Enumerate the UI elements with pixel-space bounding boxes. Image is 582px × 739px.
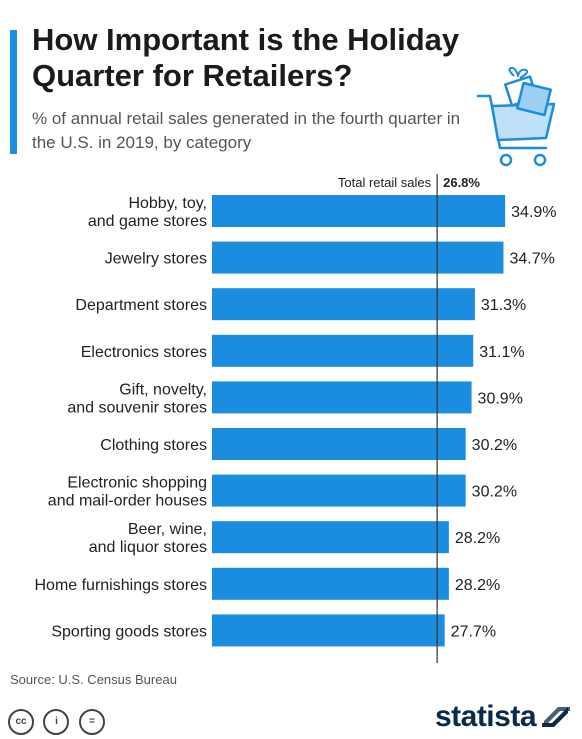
category-label: Hobby, toy, [128, 195, 207, 212]
category-label: Electronic shopping [67, 475, 207, 492]
brand-wordmark: statista [434, 700, 537, 733]
category-label: Beer, wine, [128, 521, 207, 538]
bar [212, 614, 445, 647]
category-label: Gift, novelty, [119, 381, 207, 398]
chart-title: How Important is the Holiday Quarter for… [32, 22, 460, 93]
bar [212, 428, 466, 460]
bar [212, 288, 475, 321]
reference-line-value: 26.8% [443, 175, 480, 190]
bar-value-label: 30.2% [472, 437, 517, 454]
bar [212, 567, 449, 600]
bar-value-label: 34.7% [509, 251, 554, 268]
bar [212, 474, 466, 507]
reference-line-label: Total retail sales [338, 175, 432, 190]
bar-value-label: 30.9% [478, 390, 523, 407]
bar [212, 195, 506, 227]
license-icons: cc i = [8, 709, 110, 735]
category-label: Sporting goods stores [51, 623, 207, 640]
category-label: Electronics stores [81, 344, 207, 361]
bar [212, 241, 504, 274]
bar-value-label: 34.9% [511, 204, 556, 221]
bar-value-label: 31.1% [479, 344, 524, 361]
source-note: Source: U.S. Census Bureau [10, 672, 177, 687]
creative-commons-icon: cc [8, 709, 34, 735]
attribution-icon: i [43, 709, 70, 735]
statista-logo: statista [435, 700, 570, 734]
bar-chart: 34.9% Hobby, toy,and game stores 34.7% Jewe… [34, 174, 557, 663]
no-derivatives-icon: = [78, 709, 105, 735]
bar-value-label: 28.2% [455, 577, 500, 594]
bar-value-label: 31.3% [481, 297, 526, 314]
chart-subtitle: % of annual retail sales generated in th… [32, 109, 461, 152]
category-label: and mail-order houses [48, 493, 207, 510]
bar-value-label: 28.2% [455, 530, 500, 547]
category-label: and game stores [88, 213, 207, 230]
category-label: Department stores [75, 297, 207, 314]
category-label: Home furnishings stores [34, 577, 207, 594]
shopping-cart-icon [476, 67, 556, 167]
category-label: Jewelry stores [105, 251, 207, 268]
bar [212, 521, 449, 554]
statista-mark-icon [542, 707, 570, 727]
category-label: and souvenir stores [67, 399, 207, 416]
bar [212, 381, 472, 414]
category-label: Clothing stores [100, 437, 207, 454]
bar [212, 334, 474, 367]
category-label: and liquor stores [89, 539, 207, 556]
bar-value-label: 30.2% [472, 484, 517, 501]
title-accent-bar [10, 30, 17, 154]
bar-value-label: 27.7% [451, 623, 496, 640]
